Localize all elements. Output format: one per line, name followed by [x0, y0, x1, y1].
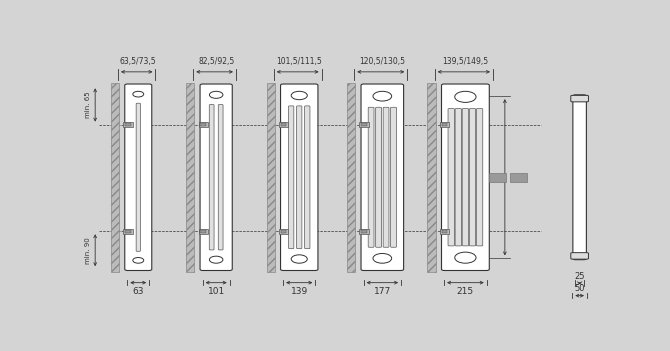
Bar [510, 173, 527, 183]
FancyBboxPatch shape [469, 108, 476, 246]
FancyBboxPatch shape [455, 108, 462, 246]
Bar [427, 83, 436, 272]
FancyBboxPatch shape [281, 84, 318, 271]
FancyBboxPatch shape [442, 84, 489, 271]
FancyBboxPatch shape [297, 106, 302, 249]
Text: 25: 25 [574, 272, 585, 281]
FancyBboxPatch shape [125, 84, 152, 271]
Bar [442, 123, 448, 126]
FancyBboxPatch shape [289, 106, 294, 249]
Text: 215: 215 [457, 287, 474, 296]
Bar [125, 123, 131, 126]
Text: min. 65: min. 65 [85, 92, 91, 118]
Bar [186, 83, 194, 272]
FancyBboxPatch shape [571, 253, 588, 259]
Text: min. 90: min. 90 [85, 237, 91, 264]
Bar [111, 83, 119, 272]
FancyBboxPatch shape [218, 105, 223, 250]
Text: 63,5/73,5: 63,5/73,5 [120, 58, 157, 66]
FancyBboxPatch shape [376, 107, 381, 247]
Bar [279, 122, 288, 127]
Text: 63: 63 [133, 287, 144, 296]
FancyBboxPatch shape [462, 108, 468, 246]
Bar [347, 83, 355, 272]
FancyBboxPatch shape [448, 108, 454, 246]
Text: 101: 101 [208, 287, 224, 296]
Text: 82,5/92,5: 82,5/92,5 [198, 58, 234, 66]
FancyBboxPatch shape [573, 95, 586, 260]
Bar [198, 229, 208, 234]
Bar [198, 122, 208, 127]
Bar [360, 122, 368, 127]
Bar [123, 122, 133, 127]
Bar [361, 123, 367, 126]
Bar [200, 123, 206, 126]
Text: 120,5/130,5: 120,5/130,5 [359, 58, 405, 66]
Bar [123, 229, 133, 234]
Bar [279, 229, 288, 234]
Text: 50: 50 [574, 284, 585, 293]
FancyBboxPatch shape [369, 107, 374, 247]
FancyBboxPatch shape [571, 95, 588, 102]
FancyBboxPatch shape [383, 107, 389, 247]
FancyBboxPatch shape [136, 103, 141, 251]
Text: 101,5/111,5: 101,5/111,5 [276, 58, 322, 66]
Bar [281, 123, 287, 126]
Bar [442, 230, 448, 233]
Bar [200, 230, 206, 233]
Bar [361, 230, 367, 233]
Bar [281, 230, 287, 233]
Bar [489, 173, 507, 183]
Bar [440, 229, 450, 234]
Bar [360, 229, 368, 234]
Bar [440, 122, 450, 127]
FancyBboxPatch shape [200, 84, 232, 271]
Bar [125, 230, 131, 233]
Text: 139: 139 [291, 287, 308, 296]
FancyBboxPatch shape [361, 84, 403, 271]
Text: 177: 177 [374, 287, 391, 296]
FancyBboxPatch shape [476, 108, 483, 246]
Bar [267, 83, 275, 272]
FancyBboxPatch shape [209, 105, 214, 250]
FancyBboxPatch shape [305, 106, 310, 249]
FancyBboxPatch shape [391, 107, 397, 247]
Text: 139,5/149,5: 139,5/149,5 [442, 58, 488, 66]
